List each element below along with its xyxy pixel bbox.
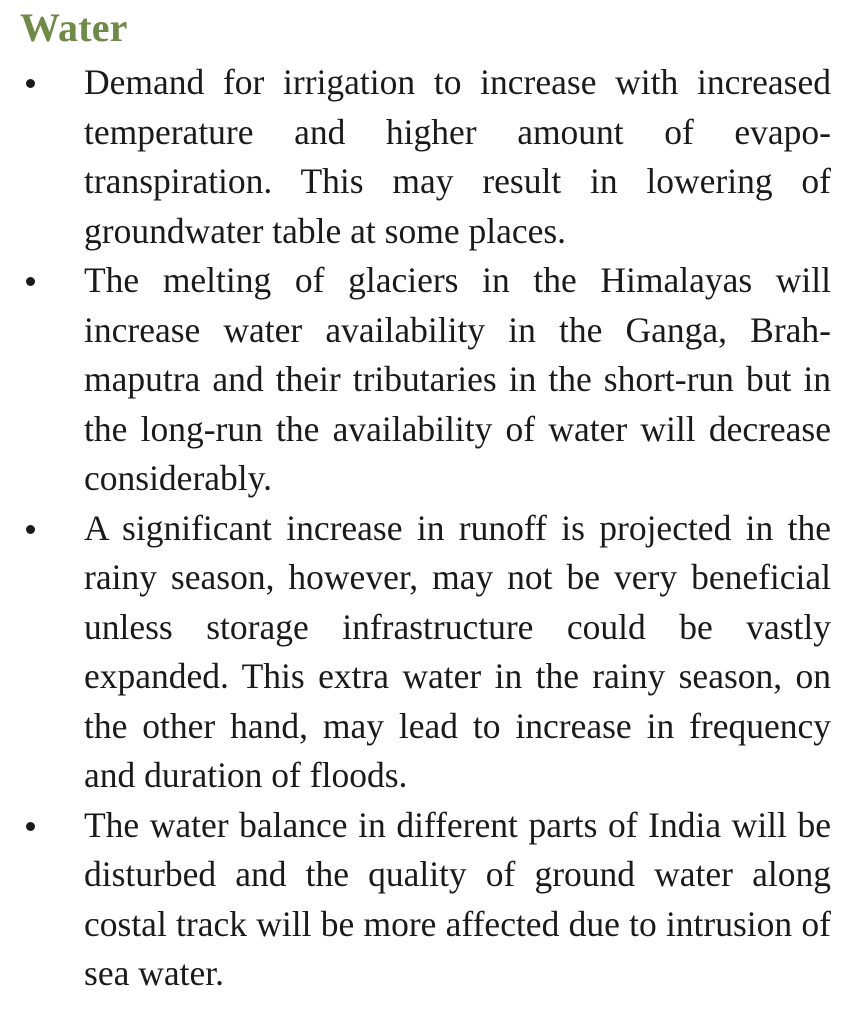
bullet-text: The water balance in different parts of … (84, 804, 831, 994)
bullet-dot (26, 524, 35, 534)
bullet-text: A significant increase in runoff is proj… (84, 507, 831, 796)
bullet-text: Demand for irrigation to increase with i… (84, 62, 831, 251)
bullet-item-runoff-increase: A significant increase in runoff is proj… (20, 504, 831, 801)
bullet-item-glacier-melting: The melting of glaciers in the Himalayas… (20, 256, 831, 504)
bullet-dot (26, 79, 35, 88)
section-heading: Water (20, 5, 128, 50)
bullet-list: Demand for irrigation to increase with i… (20, 58, 831, 999)
bullet-item-water-balance: The water balance in different parts of … (20, 801, 831, 999)
bullet-text: The melting of glaciers in the Himalayas… (84, 260, 831, 498)
bullet-dot (26, 821, 35, 831)
bullet-dot (26, 277, 35, 286)
bullet-item-irrigation-demand: Demand for irrigation to increase with i… (20, 58, 831, 256)
